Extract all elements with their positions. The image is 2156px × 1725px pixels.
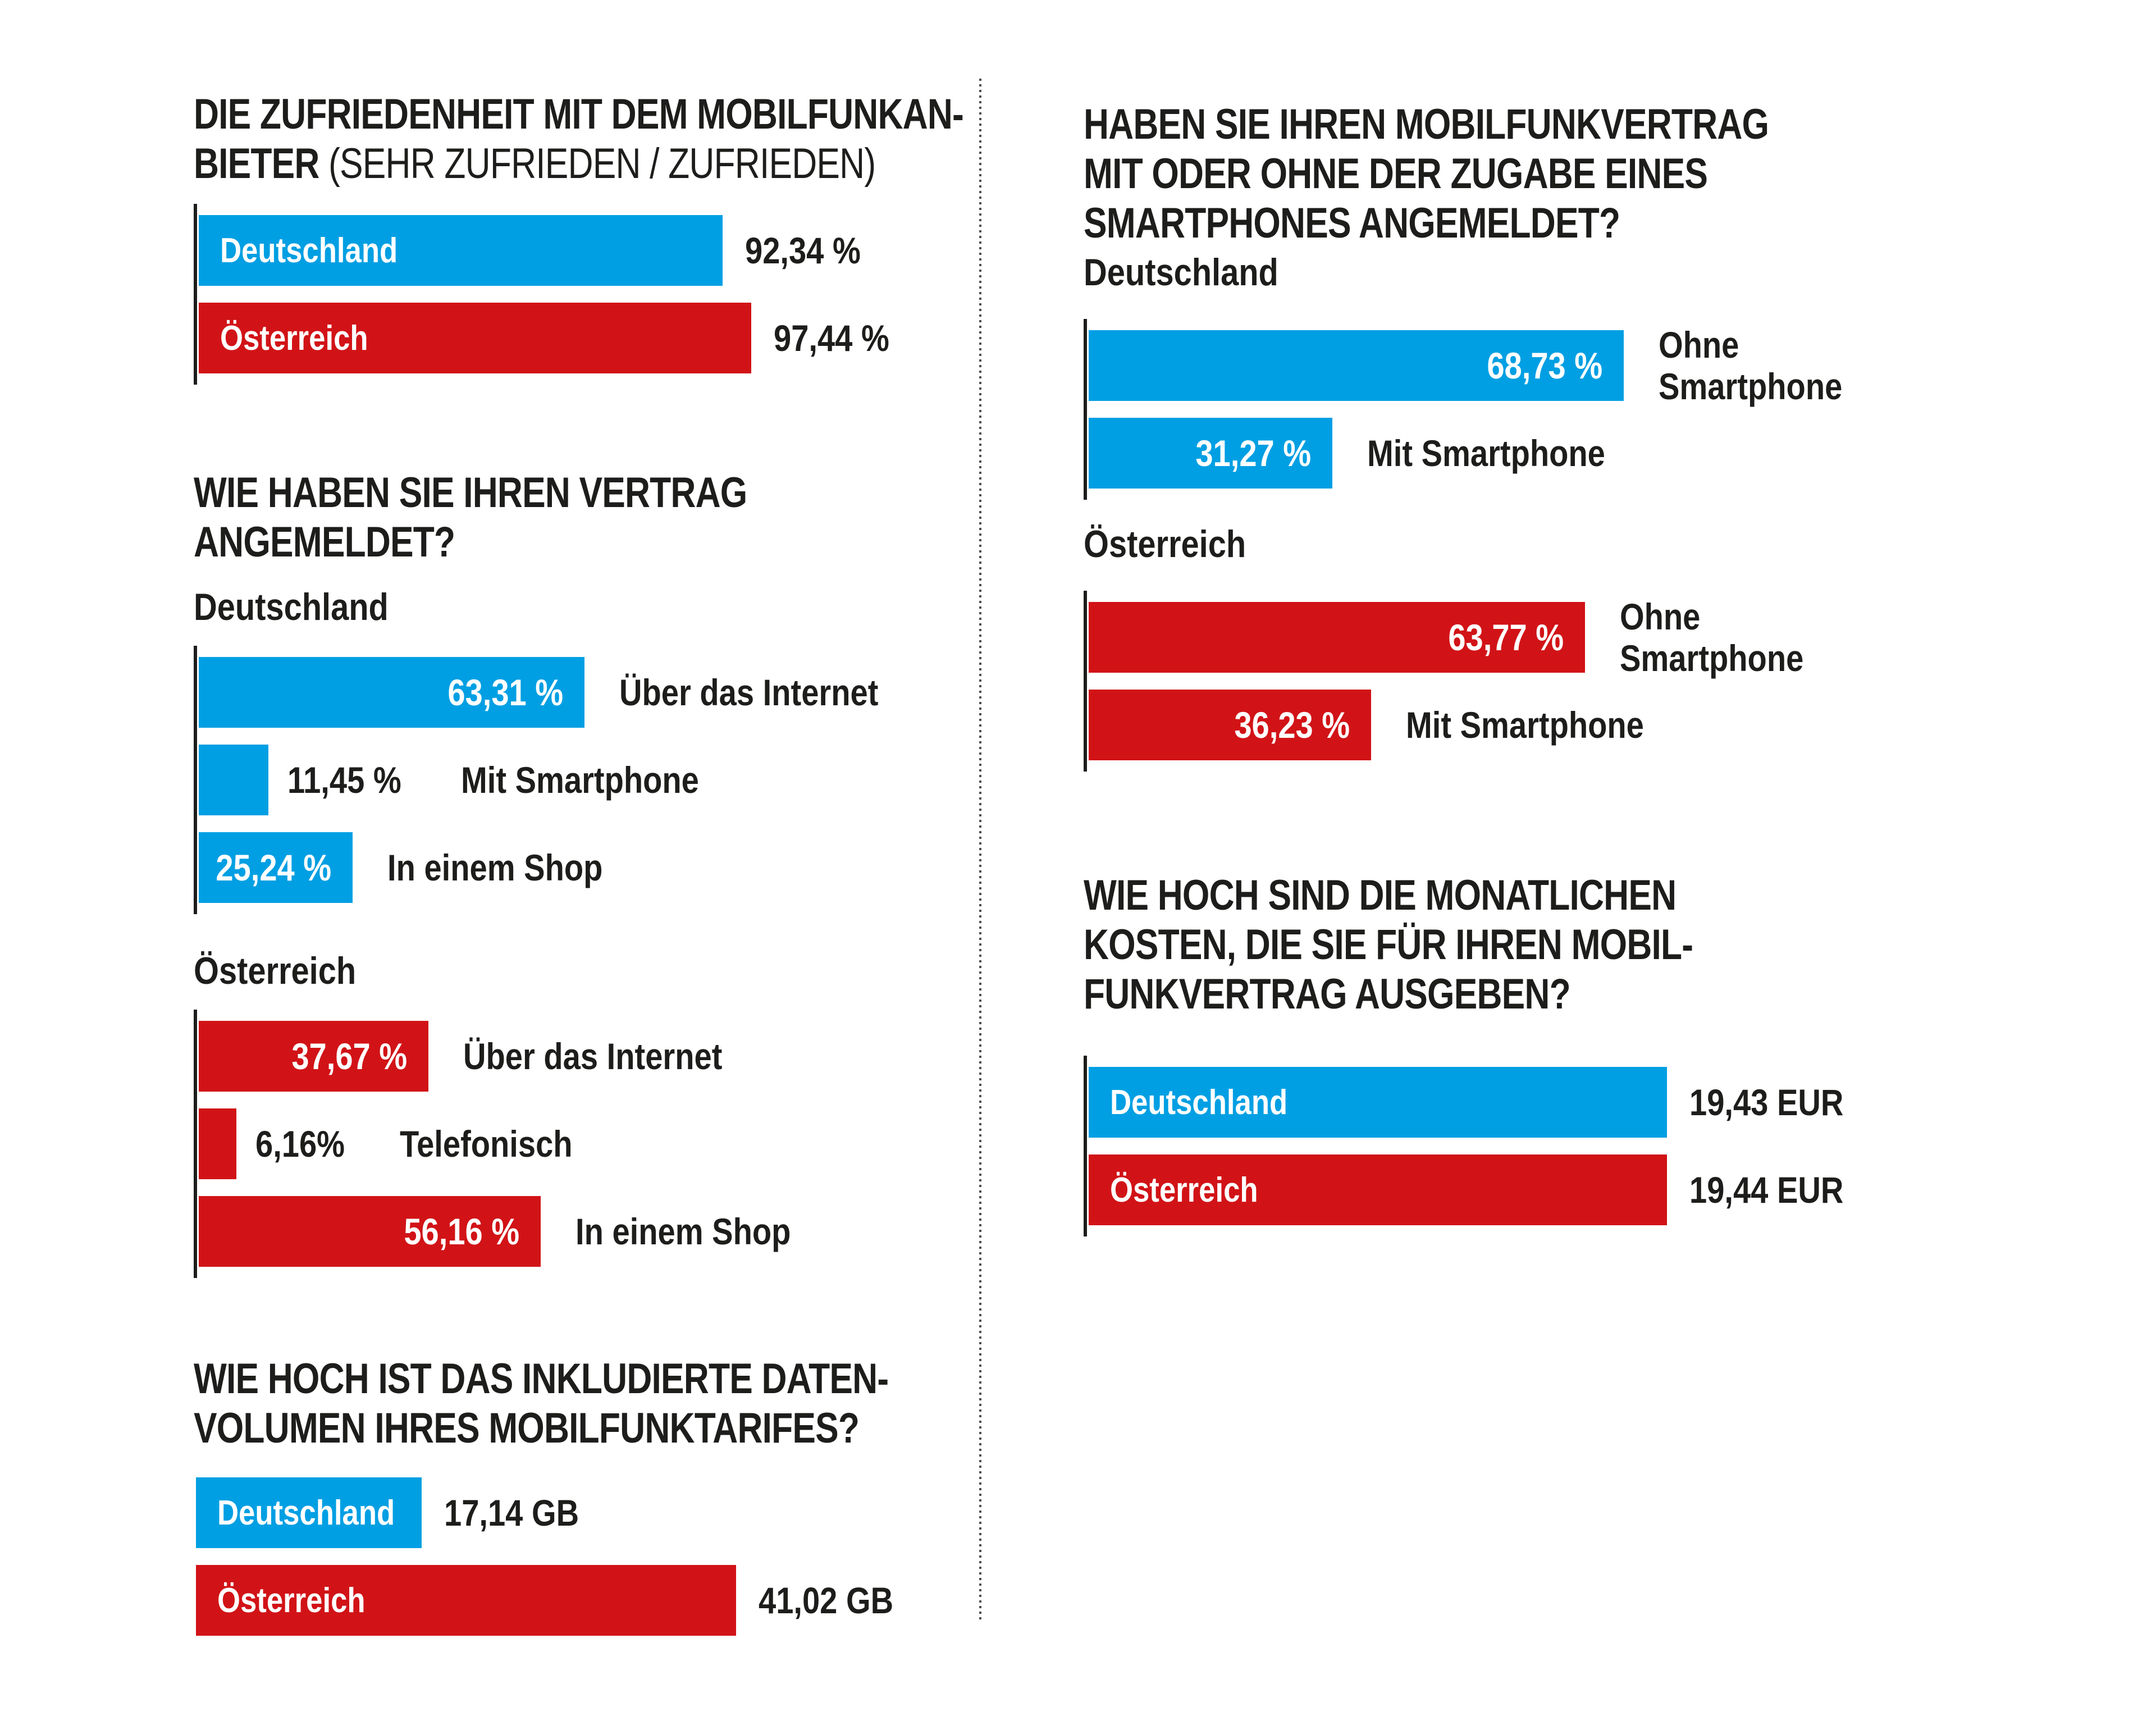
bar-row: 36,23 % Mit Smartphone <box>1089 690 1686 760</box>
q5-bar-chart: Deutschland 19,43 EUR Österreich 19,44 EUR <box>1084 1056 2150 1236</box>
q4-title-line1: HABEN SIE IHREN MOBILFUNKVERTRAG <box>1084 101 1769 148</box>
q2-title-line1: WIE HABEN SIE IHREN VERTRAG <box>194 469 747 517</box>
q5-title-line3: FUNKVERTRAG AUSGEBEN? <box>1084 970 1571 1018</box>
bar-value: 97,44 % <box>774 317 889 359</box>
q1-title-line2-strong: BIETER <box>194 140 319 188</box>
bar-value: 63,31 % <box>447 672 563 713</box>
bar-category-label: Deutschland <box>1110 1083 1288 1122</box>
bar-category-label: In einem Shop <box>387 847 603 888</box>
bar-row: 25,24 % In einem Shop <box>199 832 641 903</box>
bar-row: Deutschland 17,14 GB <box>196 1477 603 1548</box>
bar-row: 68,73 % Ohne Smartphone <box>1089 324 1875 407</box>
q3-title-line1: WIE HOCH IST DAS INKLUDIERTE DATEN- <box>194 1355 889 1403</box>
bar-value: 19,43 EUR <box>1689 1081 1844 1123</box>
bar-segment: Deutschland <box>1089 1067 1667 1138</box>
bar-segment: 68,73 % <box>1089 330 1624 401</box>
bar-row: 56,16 % In einem Shop <box>199 1196 829 1267</box>
bar-segment: Österreich <box>196 1565 736 1636</box>
bar-row: Österreich 41,02 GB <box>196 1565 917 1636</box>
bar-category-label: Über das Internet <box>619 672 879 713</box>
bar-value: 6,16% <box>255 1123 345 1165</box>
bar-segment: 63,77 % <box>1089 602 1585 673</box>
bar-row: Österreich 97,44 % <box>199 303 910 373</box>
q3-title: WIE HOCH IST DAS INKLUDIERTE DATEN- VOLU… <box>194 1354 1041 1453</box>
bar-row: Deutschland 92,34 % <box>199 215 881 286</box>
bar-segment: Österreich <box>199 303 751 373</box>
q1-bar-chart: Deutschland 92,34 % Österreich 97,44 % <box>194 204 1317 385</box>
q5-title-line2: KOSTEN, DIE SIE FÜR IHREN MOBIL- <box>1084 921 1693 969</box>
q3-title-line2: VOLUMEN IHRES MOBILFUNKTARIFES? <box>194 1404 860 1452</box>
column-divider <box>979 79 981 1623</box>
bar-segment: 25,24 % <box>199 832 353 903</box>
bar-segment <box>199 1108 236 1179</box>
bar-category-label: Deutschland <box>220 231 398 270</box>
bar-value: 68,73 % <box>1487 345 1602 386</box>
bar-segment: 31,27 % <box>1089 418 1332 489</box>
q2-group-label-deutschland: Deutschland <box>194 586 389 628</box>
bar-value: 11,45 % <box>287 759 401 801</box>
q5-title: WIE HOCH SIND DIE MONATLICHEN KOSTEN, DI… <box>1084 871 1826 1019</box>
bar-row: 63,77 % Ohne Smartphone <box>1089 596 1836 679</box>
bar-value: 19,44 EUR <box>1689 1169 1844 1211</box>
bar-segment: 36,23 % <box>1089 690 1371 760</box>
q4-title-line2: MIT ODER OHNE DER ZUGABE EINES <box>1084 150 1708 198</box>
bar-category-label: Österreich <box>217 1581 366 1620</box>
bar-segment: 56,16 % <box>199 1196 541 1267</box>
bar-value: 56,16 % <box>404 1211 519 1252</box>
bar-category-label: Ohne Smartphone <box>1620 596 1804 679</box>
bar-category-label: Ohne Smartphone <box>1659 324 1843 407</box>
bar-value: 92,34 % <box>745 230 861 271</box>
bar-category-label: In einem Shop <box>575 1211 791 1252</box>
q1-title-line1: DIE ZUFRIEDENHEIT MIT DEM MOBILFUNKAN- <box>194 90 964 138</box>
bar-value: 31,27 % <box>1195 432 1311 474</box>
bar-row: 11,45 % Mit Smartphone <box>199 745 741 815</box>
q2-title-line2: ANGEMELDET? <box>194 518 455 566</box>
bar-segment: 63,31 % <box>199 657 584 728</box>
bar-value: 41,02 GB <box>759 1580 894 1621</box>
q2-group-label-oesterreich: Österreich <box>194 950 357 992</box>
bar-row: Deutschland 19,43 EUR <box>1089 1067 1871 1138</box>
bar-category-label: Telefonisch <box>400 1123 573 1165</box>
q2-bar-chart-deutschland: 63,31 % Über das Internet 11,45 % Mit Smart… <box>194 646 1317 914</box>
bar-segment: Deutschland <box>196 1477 422 1548</box>
q2-bar-chart-oesterreich: 37,67 % Über das Internet 6,16% Telefonisch… <box>194 1010 1317 1278</box>
q4-title-line3: SMARTPHONES ANGEMELDET? <box>1084 199 1620 247</box>
bar-segment <box>199 745 268 815</box>
bar-value: 17,14 GB <box>444 1492 579 1534</box>
q4-bar-chart-deutschland: 68,73 % Ohne Smartphone 31,27 % Mit Smartph… <box>1084 319 2150 500</box>
bar-value: 63,77 % <box>1448 617 1564 658</box>
bar-value: 36,23 % <box>1234 704 1350 746</box>
q3-bar-chart: Deutschland 17,14 GB Österreich 41,02 GB <box>194 1477 1317 1636</box>
bar-row: 37,67 % Über das Internet <box>199 1021 768 1092</box>
q5-title-line1: WIE HOCH SIND DIE MONATLICHEN <box>1084 871 1677 919</box>
q2-title: WIE HABEN SIE IHREN VERTRAG ANGEMELDET? <box>194 468 869 567</box>
bar-row: 63,31 % Über das Internet <box>199 657 924 728</box>
bar-segment: 37,67 % <box>199 1021 428 1092</box>
bar-category-label: Mit Smartphone <box>1406 704 1644 746</box>
q4-title: HABEN SIE IHREN MOBILFUNKVERTRAG MIT ODE… <box>1084 100 1919 248</box>
bar-value: 37,67 % <box>291 1035 407 1077</box>
bar-segment: Deutschland <box>199 215 723 286</box>
bar-row: 31,27 % Mit Smartphone <box>1089 418 1647 489</box>
q1-title: DIE ZUFRIEDENHEIT MIT DEM MOBILFUNKAN- B… <box>194 90 1132 189</box>
bar-row: Österreich 19,44 EUR <box>1089 1154 1871 1225</box>
bar-segment: Österreich <box>1089 1154 1667 1225</box>
bar-category-label: Mit Smartphone <box>1367 432 1605 474</box>
bar-category-label: Deutschland <box>217 1493 395 1532</box>
bar-category-label: Über das Internet <box>463 1035 723 1077</box>
q4-bar-chart-oesterreich: 63,77 % Ohne Smartphone 36,23 % Mit Smartph… <box>1084 591 2150 772</box>
q4-group-label-deutschland: Deutschland <box>1084 251 1278 294</box>
bar-category-label: Mit Smartphone <box>460 759 699 801</box>
bar-category-label: Österreich <box>220 318 368 358</box>
bar-category-label: Österreich <box>1110 1170 1258 1210</box>
q1-title-line2-light: (SEHR ZUFRIEDEN / ZUFRIEDEN) <box>319 140 876 188</box>
bar-value: 25,24 % <box>216 847 331 888</box>
q4-group-label-oesterreich: Österreich <box>1084 523 1246 565</box>
bar-row: 6,16% Telefonisch <box>199 1108 603 1179</box>
